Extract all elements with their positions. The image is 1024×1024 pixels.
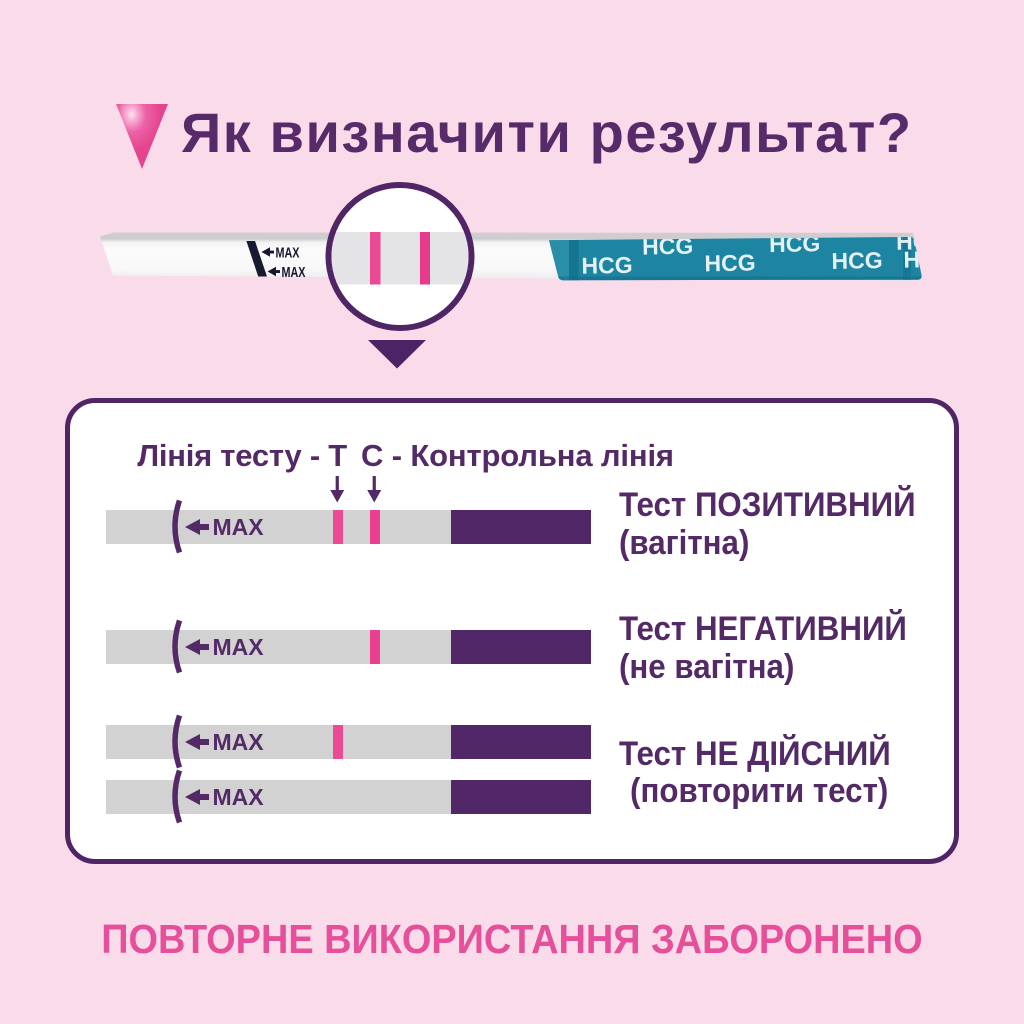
svg-text:MAX: MAX xyxy=(213,514,265,540)
svg-text:MAX: MAX xyxy=(282,265,306,281)
svg-text:MAX: MAX xyxy=(213,784,265,810)
svg-text:MAX: MAX xyxy=(213,634,265,660)
svg-text:HCG: HCG xyxy=(704,249,756,276)
svg-text:HCG: HCG xyxy=(642,233,694,260)
svg-text:MAX: MAX xyxy=(213,729,265,755)
svg-text:HCG: HCG xyxy=(903,246,955,273)
svg-text:HCG: HCG xyxy=(769,230,821,257)
svg-text:MAX: MAX xyxy=(276,245,300,261)
svg-text:HCG: HCG xyxy=(581,252,633,279)
svg-text:HCG: HCG xyxy=(831,247,883,274)
